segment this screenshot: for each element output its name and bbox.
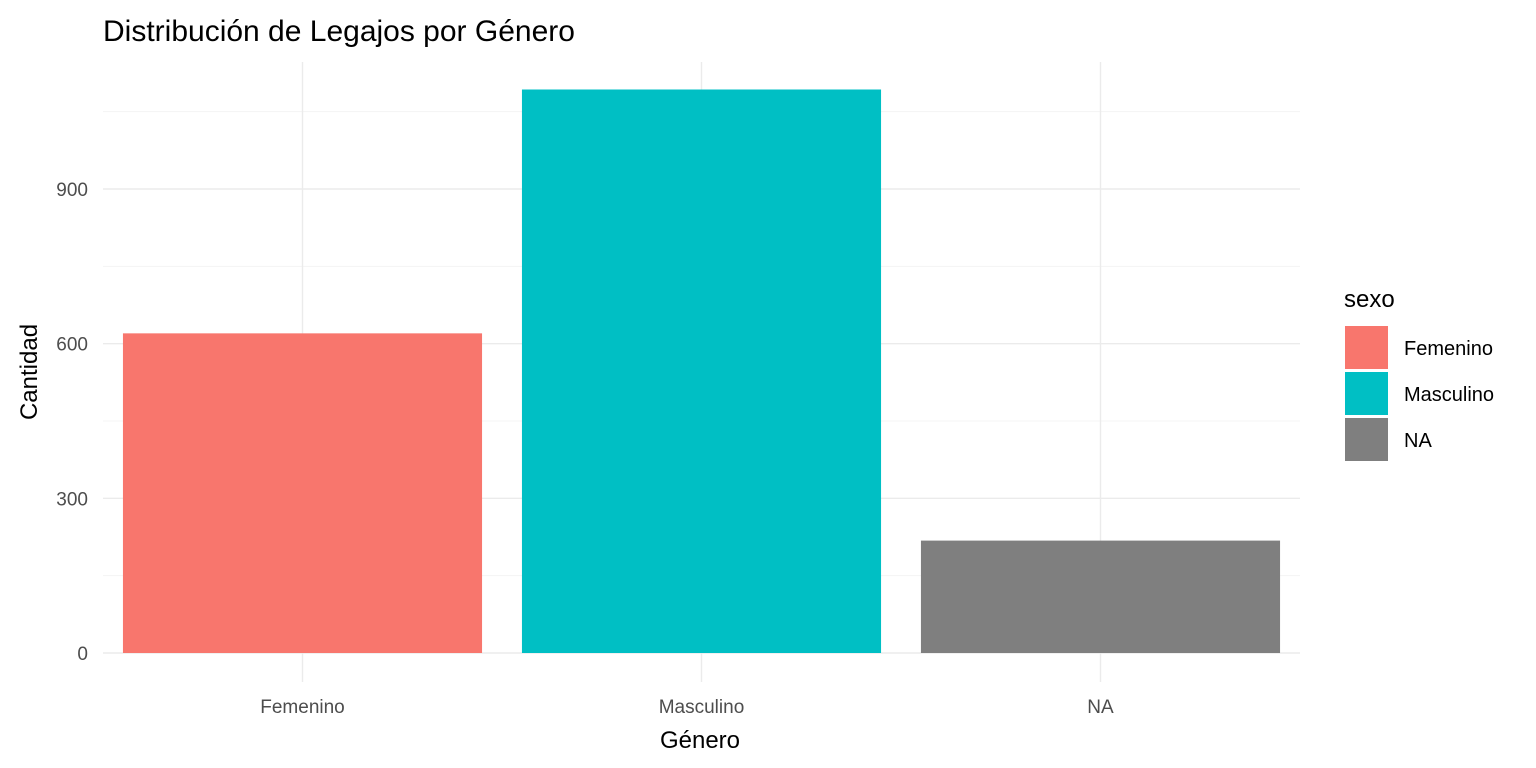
- y-tick-label: 300: [56, 489, 88, 510]
- legend-key-masculino: [1345, 372, 1388, 415]
- y-tick-label: 0: [77, 644, 88, 665]
- x-axis-ticks: Femenino Masculino NA: [260, 697, 1114, 718]
- x-axis-title: Género: [660, 727, 740, 754]
- x-tick-label: Masculino: [659, 697, 745, 718]
- legend-label: Masculino: [1404, 384, 1494, 406]
- bar-femenino: [122, 333, 483, 653]
- chart-title: Distribución de Legajos por Género: [103, 15, 575, 48]
- legend: sexo Femenino Masculino NA: [1344, 286, 1494, 461]
- legend-key-femenino: [1345, 326, 1388, 369]
- x-tick-label: NA: [1087, 697, 1114, 718]
- x-tick-label: Femenino: [260, 697, 345, 718]
- legend-key-na: [1345, 418, 1388, 461]
- y-tick-label: 600: [56, 335, 88, 356]
- y-axis-title: Cantidad: [16, 324, 43, 420]
- bar-masculino: [521, 89, 882, 653]
- bars: [122, 89, 1281, 653]
- legend-label: Femenino: [1404, 338, 1493, 360]
- y-axis-ticks: 0 300 600 900: [56, 180, 88, 665]
- legend-label: NA: [1404, 430, 1432, 452]
- legend-title: sexo: [1344, 286, 1395, 313]
- bar-na: [920, 540, 1281, 653]
- y-tick-label: 900: [56, 180, 88, 201]
